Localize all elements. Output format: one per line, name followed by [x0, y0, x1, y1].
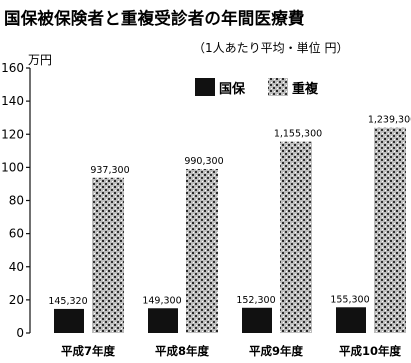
chart-title: 国保被保険者と重複受診者の年間医療費 — [4, 8, 305, 28]
bar-kokuho — [148, 308, 178, 333]
y-axis-unit-label: 万円 — [28, 53, 52, 67]
legend-label-chofuku: 重複 — [292, 81, 319, 97]
y-tick-label: 100 — [1, 160, 24, 174]
y-tick-label: 20 — [9, 293, 24, 307]
value-label-kokuho: 152,300 — [236, 295, 275, 306]
legend: 国保 重複 — [195, 78, 319, 97]
bar-kokuho — [54, 308, 84, 333]
y-tick-label: 60 — [9, 227, 24, 241]
value-label-chofuku: 937,300 — [90, 165, 129, 176]
bar-chofuku — [374, 127, 406, 333]
y-tick-label: 160 — [1, 61, 24, 75]
value-label-chofuku: 990,300 — [184, 156, 223, 167]
y-tick-label: 80 — [9, 194, 24, 208]
y-tick-label: 140 — [1, 94, 24, 108]
x-category-label: 平成7年度 — [61, 344, 116, 358]
bar-chofuku — [92, 177, 124, 333]
value-label-chofuku: 1,239,300 — [368, 115, 411, 126]
value-label-chofuku: 1,155,300 — [274, 129, 322, 140]
x-category-label: 平成8年度 — [155, 344, 210, 358]
bar-chofuku — [186, 168, 218, 333]
y-tick-label: 120 — [1, 127, 24, 141]
x-category-label: 平成10年度 — [339, 344, 402, 358]
value-label-kokuho: 155,300 — [330, 294, 369, 305]
y-tick-label: 40 — [9, 260, 24, 274]
value-label-kokuho: 149,300 — [142, 295, 181, 306]
y-tick-label: 0 — [16, 326, 24, 340]
value-label-kokuho: 145,320 — [48, 296, 87, 307]
bar-chofuku — [280, 141, 312, 333]
x-category-label: 平成9年度 — [249, 344, 304, 358]
bar-kokuho — [242, 307, 272, 333]
legend-label-kokuho: 国保 — [219, 81, 246, 97]
chart-subtitle: （1人あたり平均・単位 円） — [193, 40, 348, 55]
legend-swatch-chofuku — [268, 78, 288, 96]
bar-kokuho — [336, 307, 366, 333]
legend-swatch-kokuho — [195, 78, 215, 96]
